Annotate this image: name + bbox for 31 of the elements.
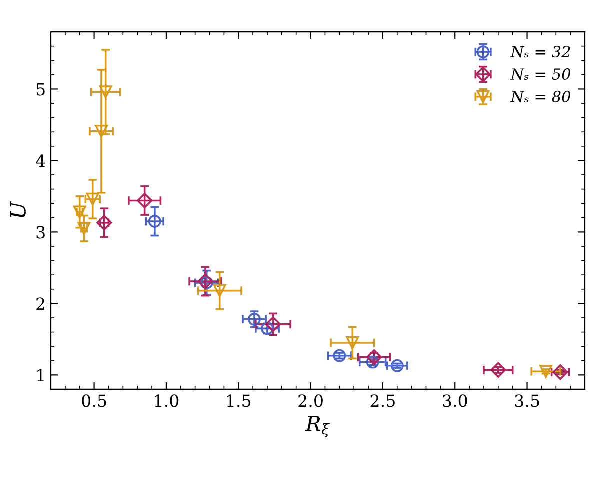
point bbox=[366, 356, 380, 369]
x-tick-label: 1.0 bbox=[155, 394, 179, 408]
y-tick-label: 3 bbox=[36, 226, 45, 239]
point bbox=[366, 350, 382, 366]
y-tick-label: 1 bbox=[38, 369, 44, 382]
point bbox=[265, 316, 282, 332]
x-tick-label: 1.5 bbox=[227, 394, 251, 408]
point bbox=[213, 284, 226, 298]
point bbox=[540, 365, 552, 378]
point bbox=[346, 336, 360, 350]
y-axis-title: U bbox=[10, 201, 26, 218]
point bbox=[148, 215, 162, 228]
x-tick-label: 0.5 bbox=[82, 394, 106, 408]
legend-label: Nₛ = 50 bbox=[510, 68, 570, 80]
point bbox=[552, 364, 568, 380]
x-tick-label: 3.5 bbox=[515, 394, 540, 408]
x-tick-label: 2.0 bbox=[298, 394, 323, 408]
point bbox=[99, 86, 112, 99]
x-axis-title: R$_{ξ}$ bbox=[305, 416, 330, 438]
point bbox=[333, 349, 346, 362]
point bbox=[390, 359, 404, 372]
point bbox=[96, 215, 112, 231]
point bbox=[137, 192, 153, 209]
y-tick-label: 4 bbox=[36, 154, 46, 168]
x-tick-label: 2.5 bbox=[370, 394, 395, 408]
y-tick-label: 5 bbox=[36, 83, 45, 96]
point bbox=[490, 362, 506, 378]
legend-label: Nₛ = 80 bbox=[510, 90, 570, 102]
y-tick-label: 2 bbox=[36, 298, 45, 310]
x-tick-label: 3.0 bbox=[443, 394, 468, 408]
legend-label: Nₛ = 32 bbox=[510, 46, 570, 58]
